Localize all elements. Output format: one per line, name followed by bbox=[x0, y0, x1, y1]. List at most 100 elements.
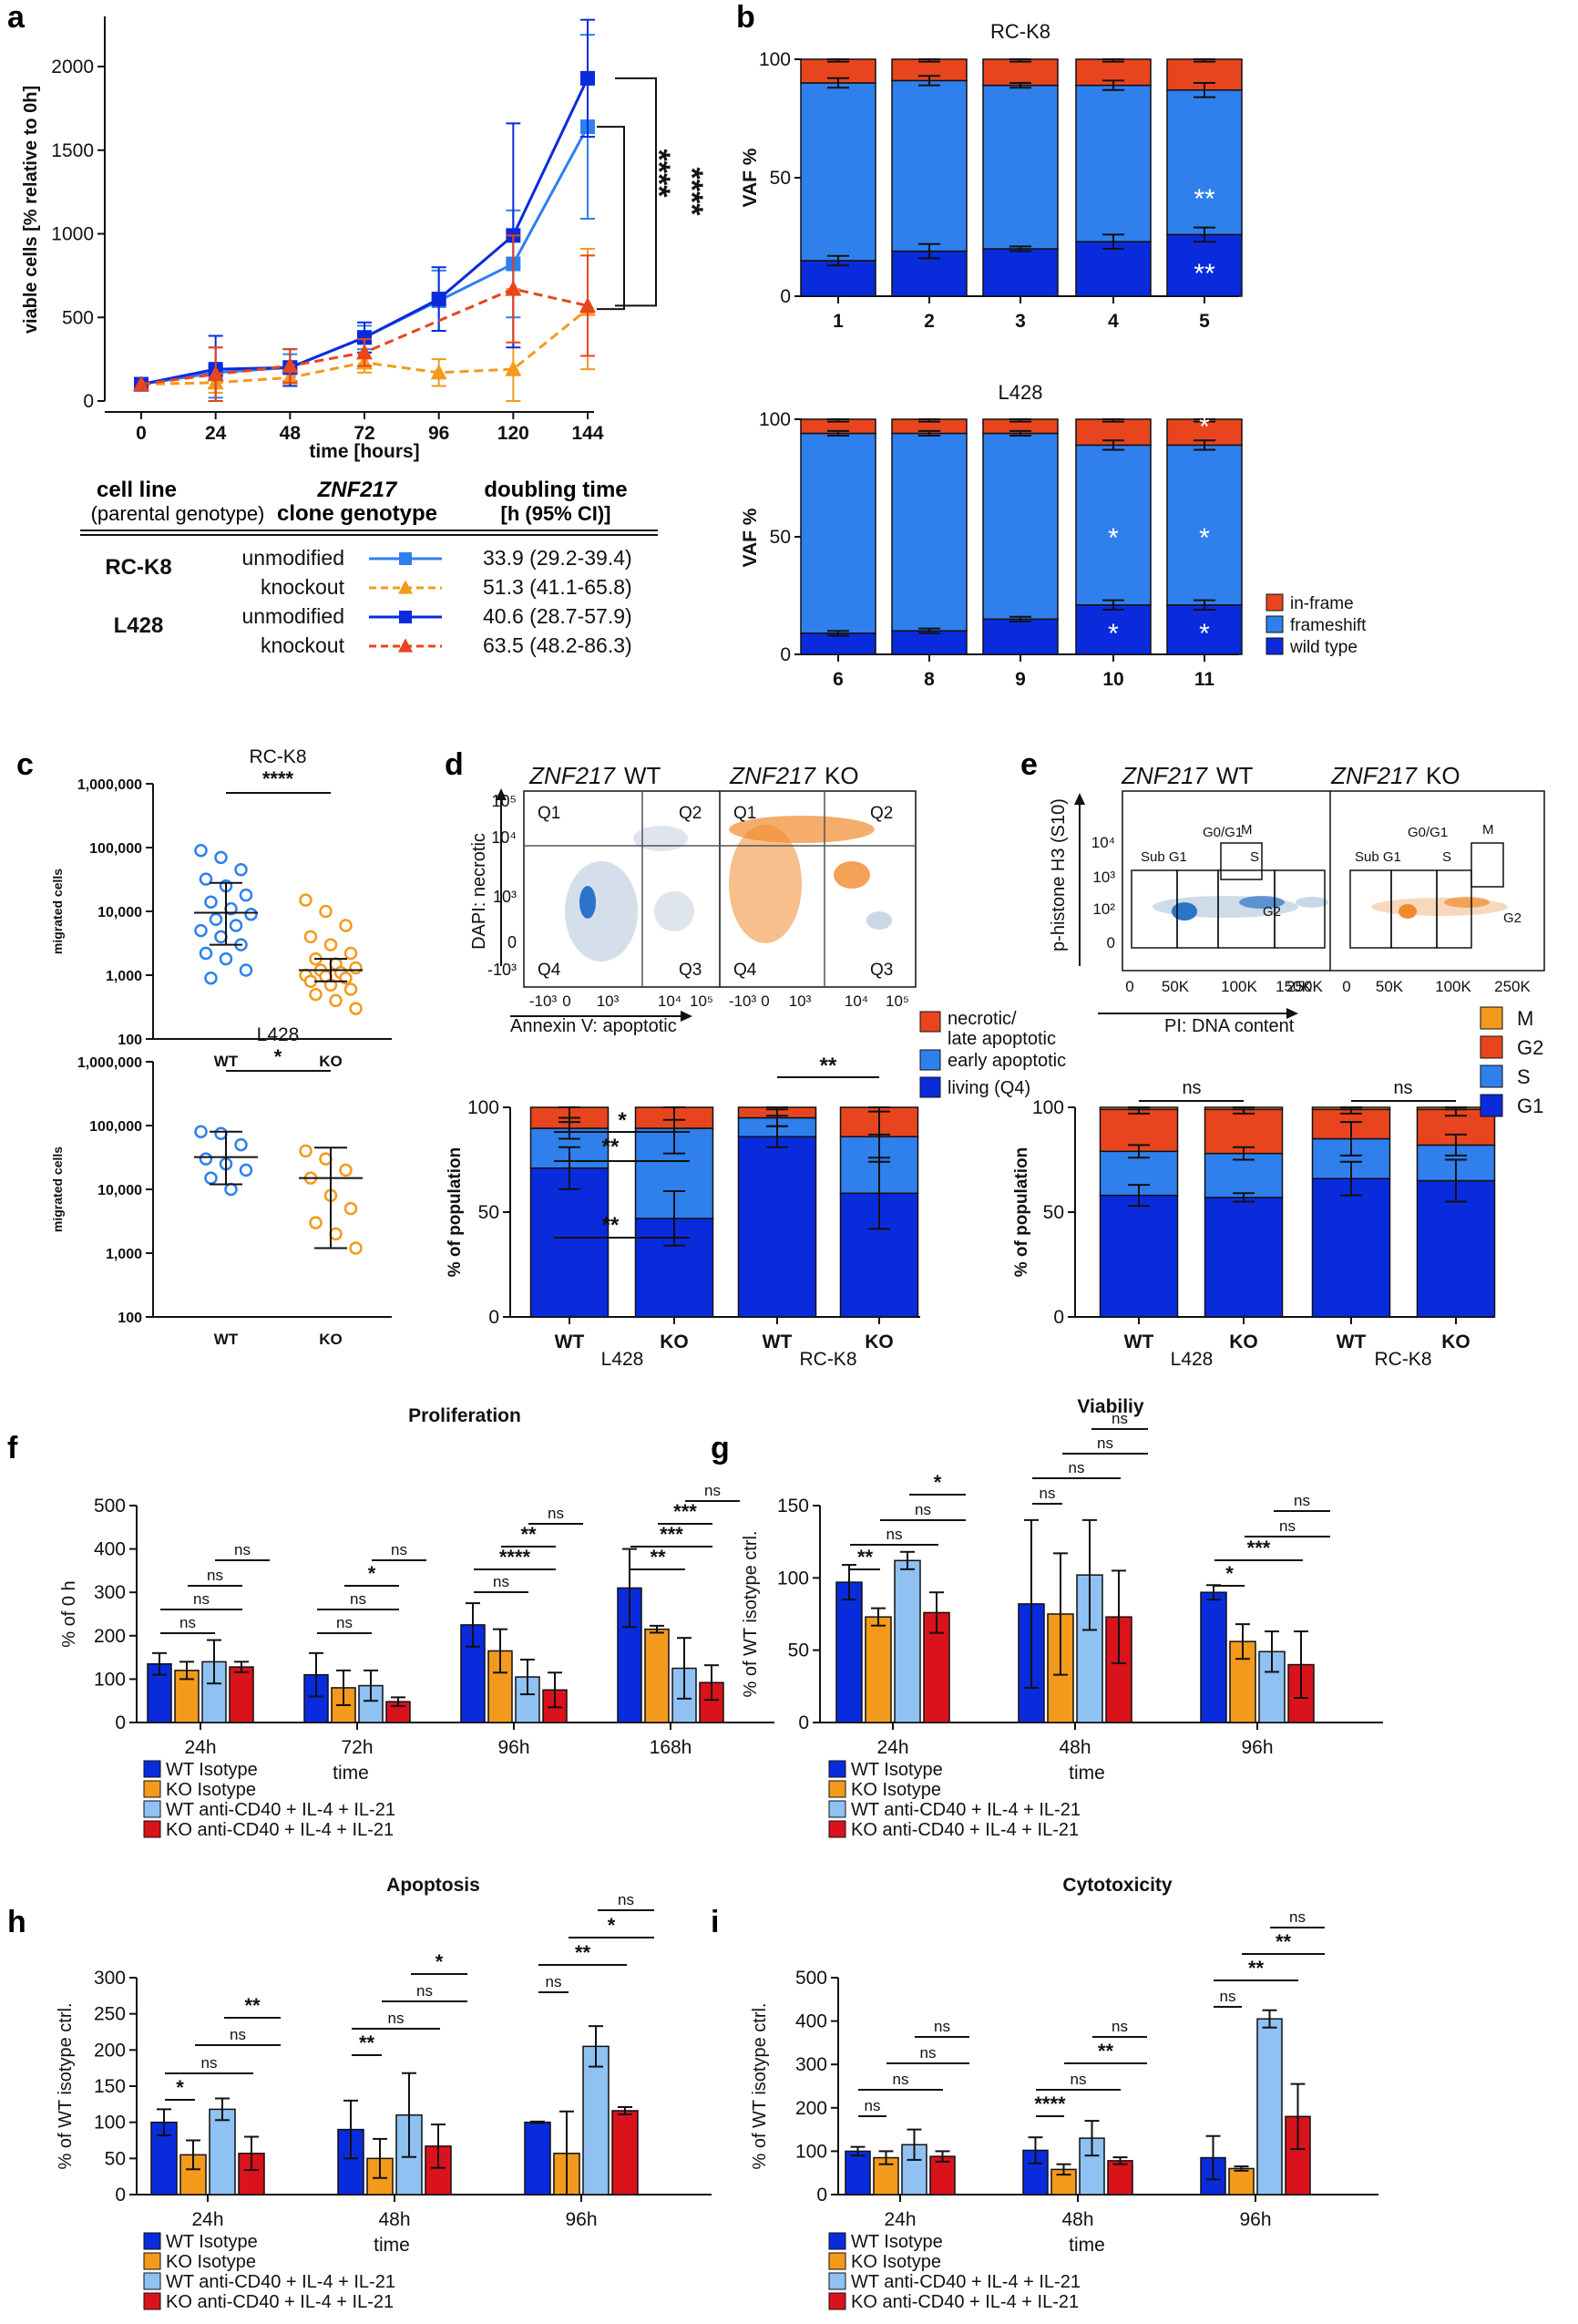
table-row-cell-line: RC-K8 bbox=[105, 555, 171, 580]
table-row-genotype: unmodified bbox=[241, 604, 344, 628]
panel-c-bottom-y-tick-label: 100 bbox=[118, 1311, 142, 1326]
table-row-doubling-time: 40.6 (28.7-57.9) bbox=[483, 604, 632, 628]
panel-f-bar bbox=[229, 1666, 254, 1723]
flow-d-density bbox=[565, 861, 638, 961]
panel-f-legend-swatch bbox=[143, 1760, 161, 1778]
flow-e-core bbox=[1239, 896, 1285, 909]
panel-h-y-tick-label: 200 bbox=[94, 2040, 126, 2061]
flow-d-quadrant: Q3 bbox=[870, 961, 893, 980]
e-legend-label: G1 bbox=[1517, 1095, 1543, 1117]
flow-d-density bbox=[866, 911, 892, 930]
panel-i-sig-label: **** bbox=[1034, 2093, 1066, 2115]
panel-i-sig-label: ns bbox=[1112, 2018, 1128, 2035]
panel-b-top-y-tick-label: 50 bbox=[770, 168, 791, 189]
flow-d-y-tick-label: 10⁵ bbox=[492, 792, 517, 810]
panel-c-bottom-point bbox=[239, 1163, 253, 1177]
panel-g-sig-label: ** bbox=[857, 1546, 874, 1568]
panel-c-top-point bbox=[214, 850, 228, 865]
d-star: * bbox=[618, 1108, 627, 1133]
panel-f-y-tick-label: 500 bbox=[94, 1496, 126, 1517]
panel-c-top-point bbox=[194, 923, 208, 938]
panel-f-title: Proliferation bbox=[408, 1405, 521, 1426]
panel-g-sig-label: ns bbox=[886, 1526, 903, 1543]
flow-d-x-tick-label: 0 bbox=[761, 992, 769, 1010]
panel-c-top-y-label: migrated cells bbox=[50, 869, 65, 954]
panel-b-top-bar-segment bbox=[800, 82, 876, 262]
flow-e-gate-label: Sub G1 bbox=[1355, 849, 1401, 865]
panel-b-rck8-vaf-chart: 0 50 100 1 2 3 4 5 RC-K8 VAF % ** ** bbox=[740, 20, 1243, 332]
panel-e-bar-segment bbox=[1099, 1194, 1179, 1318]
panel-e-y-tick-label: 50 bbox=[1043, 1202, 1064, 1223]
a-x-tick-label: 24 bbox=[205, 423, 227, 444]
a-y-tick-label: 1000 bbox=[51, 224, 94, 245]
e-legend-swatch bbox=[1480, 1094, 1503, 1117]
panel-g-bar bbox=[865, 1616, 892, 1723]
b-bottom-star: * bbox=[1108, 523, 1119, 553]
d-star: ** bbox=[820, 1054, 837, 1078]
a-x-tick-label: 120 bbox=[497, 423, 529, 444]
flow-e-gate-label: G0/G1 bbox=[1203, 825, 1243, 840]
panel-i-sig-label: ns bbox=[1220, 1988, 1236, 2005]
panel-c-bottom-significance: * bbox=[274, 1045, 282, 1068]
panel-f-sig-label: ns bbox=[548, 1505, 564, 1522]
panel-g-sig-label: ns bbox=[1279, 1517, 1296, 1535]
panel-c-top-x-tick-label: KO bbox=[319, 1053, 343, 1070]
flow-d-quadrant: Q1 bbox=[733, 804, 756, 823]
panel-f-sig-label: ns bbox=[234, 1541, 251, 1558]
flow-e-y-label: p-histone H3 (S10) bbox=[1049, 798, 1069, 951]
panel-b-bottom-x-tick-label: 11 bbox=[1194, 669, 1215, 690]
table-row-genotype: unmodified bbox=[241, 546, 344, 570]
panel-f-sig-label: * bbox=[368, 1562, 376, 1585]
a-y-tick-label: 0 bbox=[83, 391, 94, 412]
b-legend-label: wild type bbox=[1289, 638, 1358, 657]
a-point bbox=[580, 70, 595, 86]
panel-b-top-bar-segment bbox=[891, 79, 968, 252]
flow-e-gate bbox=[1274, 869, 1326, 949]
b-legend-swatch bbox=[1265, 637, 1284, 655]
panel-c-bottom-y-tick-label: 100,000 bbox=[89, 1119, 142, 1135]
panel-g-x-tick-label: 48h bbox=[1059, 1737, 1091, 1758]
panel-h-sig-label: ** bbox=[359, 2031, 375, 2054]
panel-i-title: Cytotoxicity bbox=[1062, 1875, 1173, 1896]
panel-h-legend-swatch bbox=[143, 2232, 161, 2250]
panel-d-bar-segment bbox=[737, 1136, 817, 1318]
panel-c-top-point bbox=[239, 963, 253, 977]
panel-c-top-point bbox=[239, 888, 253, 902]
panel-c-top-point bbox=[339, 919, 353, 932]
panel-f-legend-label: WT anti-CD40 + IL-4 + IL-21 bbox=[166, 1800, 395, 1820]
panel-h-y-tick-label: 250 bbox=[94, 2004, 126, 2025]
panel-b-bottom-bar-segment bbox=[891, 630, 968, 655]
panel-b-bottom-x-tick-label: 8 bbox=[924, 669, 935, 690]
panel-c-bottom-y-tick-label: 1,000,000 bbox=[77, 1055, 142, 1071]
table-row-genotype: knockout bbox=[261, 633, 345, 657]
panel-h-y-tick-label: 100 bbox=[94, 2113, 126, 2134]
panel-c-top-title: RC-K8 bbox=[249, 746, 306, 767]
panel-h-y-label: % of WT isotype ctrl. bbox=[56, 2002, 76, 2169]
panel-e-y-tick-label: 100 bbox=[1032, 1097, 1064, 1118]
b-top-title: RC-K8 bbox=[990, 20, 1050, 43]
b-top-star: ** bbox=[1194, 184, 1215, 214]
flow-e-title-ko: KO bbox=[1426, 762, 1460, 789]
panel-g-x-tick-label: 24h bbox=[876, 1737, 908, 1758]
flow-e-gate-label: G2 bbox=[1503, 910, 1522, 926]
panel-c-bottom-y-tick-label: 1,000 bbox=[106, 1247, 142, 1262]
flow-d-quadrant: Q4 bbox=[538, 961, 561, 980]
table-header-parental: (parental genotype) bbox=[91, 502, 265, 525]
panel-h-bar bbox=[611, 2110, 639, 2195]
flow-d-x-tick-label: -10³ bbox=[729, 992, 757, 1010]
flow-e-gene-wt: ZNF217 bbox=[1121, 762, 1208, 789]
panel-g-x-label: time bbox=[1069, 1763, 1105, 1784]
flow-e-x-tick-label: 50K bbox=[1162, 978, 1190, 995]
panel-b-bottom-bar-segment bbox=[891, 432, 968, 632]
flow-e-y-tick-label: 10³ bbox=[1092, 869, 1115, 886]
a-point bbox=[282, 356, 299, 374]
panel-i-sig-label: ns bbox=[865, 2097, 881, 2114]
panel-d-x-tick-label: WT bbox=[763, 1332, 793, 1352]
panel-e-bar-segment bbox=[1311, 1177, 1391, 1318]
panel-g-legend-swatch bbox=[828, 1820, 846, 1838]
flow-d-y-tick-label: 0 bbox=[507, 933, 517, 951]
panel-f-legend-label: WT Isotype bbox=[166, 1760, 258, 1780]
panel-g-sig-label: ns bbox=[1069, 1459, 1085, 1476]
panel-h-legend-swatch bbox=[143, 2292, 161, 2310]
